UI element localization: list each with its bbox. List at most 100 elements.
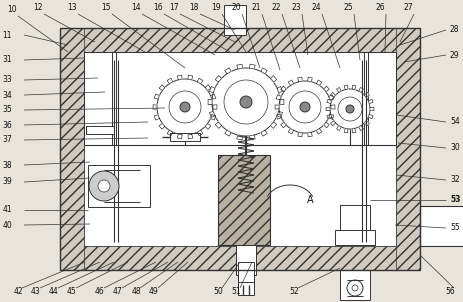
Polygon shape [326, 99, 331, 104]
Text: 40: 40 [2, 220, 12, 230]
Polygon shape [209, 87, 214, 93]
Text: 49: 49 [149, 288, 158, 297]
Polygon shape [326, 114, 331, 119]
Polygon shape [276, 87, 282, 93]
Polygon shape [358, 87, 363, 92]
Bar [169, 133, 200, 141]
Polygon shape [236, 135, 242, 140]
Bar [419, 206, 463, 246]
Polygon shape [275, 114, 281, 119]
Circle shape [169, 91, 200, 123]
Bar [232, 155, 259, 210]
Polygon shape [297, 77, 301, 82]
Circle shape [156, 79, 213, 135]
Polygon shape [167, 78, 172, 84]
Bar [84, 52, 395, 145]
Polygon shape [330, 92, 335, 97]
Polygon shape [205, 85, 211, 91]
Text: 10: 10 [7, 5, 17, 14]
Text: 31: 31 [2, 56, 12, 65]
Polygon shape [336, 87, 340, 92]
Circle shape [89, 171, 119, 201]
Text: 23: 23 [291, 4, 300, 12]
Polygon shape [207, 99, 212, 105]
Text: 30: 30 [449, 143, 459, 153]
Polygon shape [209, 111, 214, 117]
Polygon shape [154, 115, 159, 120]
Text: 17: 17 [169, 4, 178, 12]
Bar [86, 126, 114, 134]
Bar [60, 246, 419, 270]
Text: 37: 37 [2, 136, 12, 144]
Text: 26: 26 [375, 4, 384, 12]
Text: 11: 11 [2, 31, 12, 40]
Bar [60, 28, 84, 270]
Polygon shape [270, 76, 276, 82]
Polygon shape [325, 107, 329, 111]
Polygon shape [351, 85, 355, 90]
Text: 46: 46 [95, 288, 105, 297]
Polygon shape [280, 86, 286, 92]
Bar [224, 5, 245, 35]
Bar [84, 52, 395, 246]
Polygon shape [210, 94, 215, 99]
Polygon shape [215, 76, 221, 82]
Text: 14: 14 [131, 4, 140, 12]
Polygon shape [260, 68, 267, 74]
Polygon shape [307, 77, 312, 82]
Bar [238, 262, 253, 282]
Text: 50: 50 [213, 288, 222, 297]
Text: A: A [306, 195, 313, 205]
Text: 13: 13 [67, 4, 77, 12]
Bar [218, 155, 269, 245]
Polygon shape [316, 129, 321, 134]
Text: 32: 32 [449, 175, 459, 185]
Circle shape [224, 80, 268, 124]
Polygon shape [167, 130, 172, 136]
Polygon shape [351, 128, 355, 133]
Circle shape [329, 89, 369, 129]
Polygon shape [249, 64, 255, 69]
Polygon shape [279, 99, 283, 105]
Polygon shape [154, 94, 159, 99]
Polygon shape [344, 128, 347, 133]
Polygon shape [297, 132, 301, 137]
Circle shape [337, 97, 361, 121]
Circle shape [239, 96, 251, 108]
Polygon shape [323, 86, 329, 92]
Polygon shape [236, 64, 242, 69]
Text: 16: 16 [153, 4, 163, 12]
Text: 43: 43 [31, 288, 41, 297]
Text: 55: 55 [449, 223, 459, 233]
Text: 21: 21 [250, 4, 260, 12]
Circle shape [288, 91, 320, 123]
Text: 35: 35 [2, 105, 12, 114]
Polygon shape [215, 122, 221, 128]
Text: 22: 22 [271, 4, 280, 12]
Text: 44: 44 [49, 288, 59, 297]
Bar [238, 275, 253, 295]
Polygon shape [275, 95, 281, 100]
Text: 12: 12 [33, 4, 43, 12]
Polygon shape [159, 85, 164, 91]
Polygon shape [288, 80, 293, 85]
Polygon shape [323, 122, 329, 128]
Circle shape [98, 180, 110, 192]
Bar [236, 245, 256, 275]
Polygon shape [275, 105, 278, 109]
Polygon shape [224, 130, 231, 136]
Text: 39: 39 [2, 178, 12, 187]
Text: 34: 34 [2, 91, 12, 99]
Text: 53: 53 [449, 195, 459, 204]
Polygon shape [369, 107, 373, 111]
Bar [334, 230, 374, 245]
Polygon shape [316, 80, 321, 85]
Text: 18: 18 [189, 4, 198, 12]
Polygon shape [336, 126, 340, 130]
Text: 52: 52 [288, 288, 298, 297]
Polygon shape [213, 105, 217, 109]
Text: 42: 42 [13, 288, 23, 297]
Polygon shape [368, 99, 372, 104]
Bar [339, 205, 369, 230]
Bar [395, 28, 419, 270]
